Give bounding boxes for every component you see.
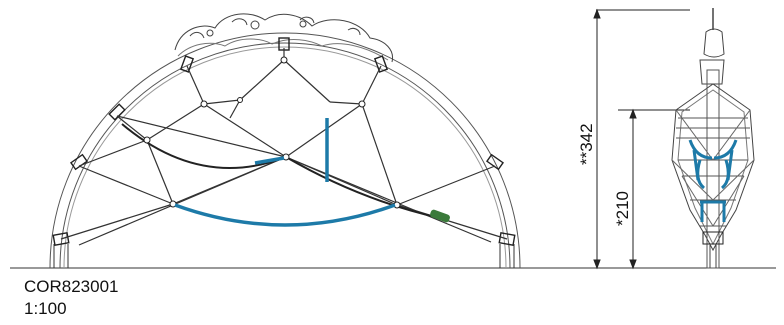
- side-view: [671, 8, 755, 269]
- dimension-342: [593, 8, 690, 270]
- top-ornament: [174, 13, 394, 63]
- drawing-scale: 1:100: [24, 299, 67, 318]
- free-fall-height-label: *210: [613, 191, 632, 226]
- dimension-210: [618, 108, 690, 270]
- green-handle: [430, 209, 450, 223]
- total-height-label: **342: [577, 123, 596, 165]
- front-view: [49, 13, 521, 269]
- side-view-blue-elements: [688, 139, 738, 222]
- product-code: COR823001: [24, 277, 119, 296]
- blue-swing-elements: [174, 118, 396, 227]
